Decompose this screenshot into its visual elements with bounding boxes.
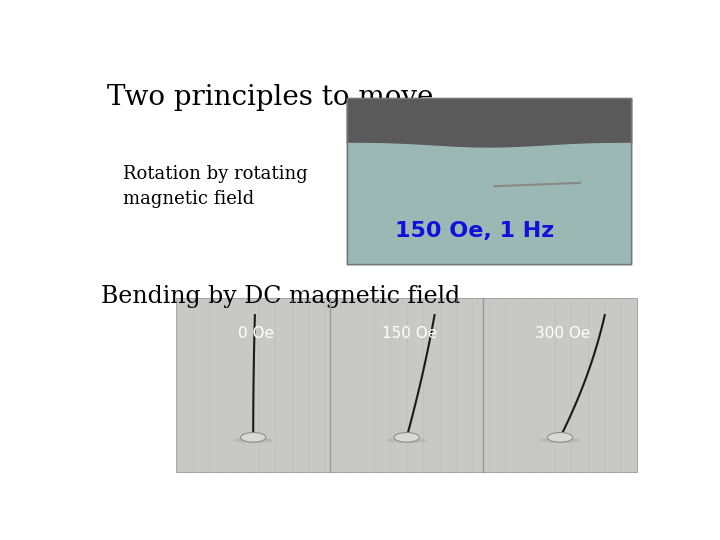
Ellipse shape (240, 433, 266, 442)
Text: Two principles to move: Two principles to move (107, 84, 433, 111)
Ellipse shape (394, 433, 419, 442)
Bar (347, 98, 631, 143)
Text: 150 Oe, 1 Hz: 150 Oe, 1 Hz (395, 221, 554, 241)
Bar (347, 143, 631, 265)
Text: 300 Oe: 300 Oe (536, 326, 591, 341)
Bar (347, 98, 631, 265)
Ellipse shape (547, 433, 573, 442)
Text: 0 Oe: 0 Oe (238, 326, 274, 341)
Ellipse shape (233, 437, 274, 443)
Ellipse shape (387, 437, 427, 443)
Bar (176, 298, 636, 472)
Text: Rotation by rotating
magnetic field: Rotation by rotating magnetic field (124, 165, 308, 207)
Text: 150 Oe: 150 Oe (382, 326, 437, 341)
Text: Bending by DC magnetic field: Bending by DC magnetic field (101, 285, 460, 308)
Ellipse shape (540, 437, 580, 443)
